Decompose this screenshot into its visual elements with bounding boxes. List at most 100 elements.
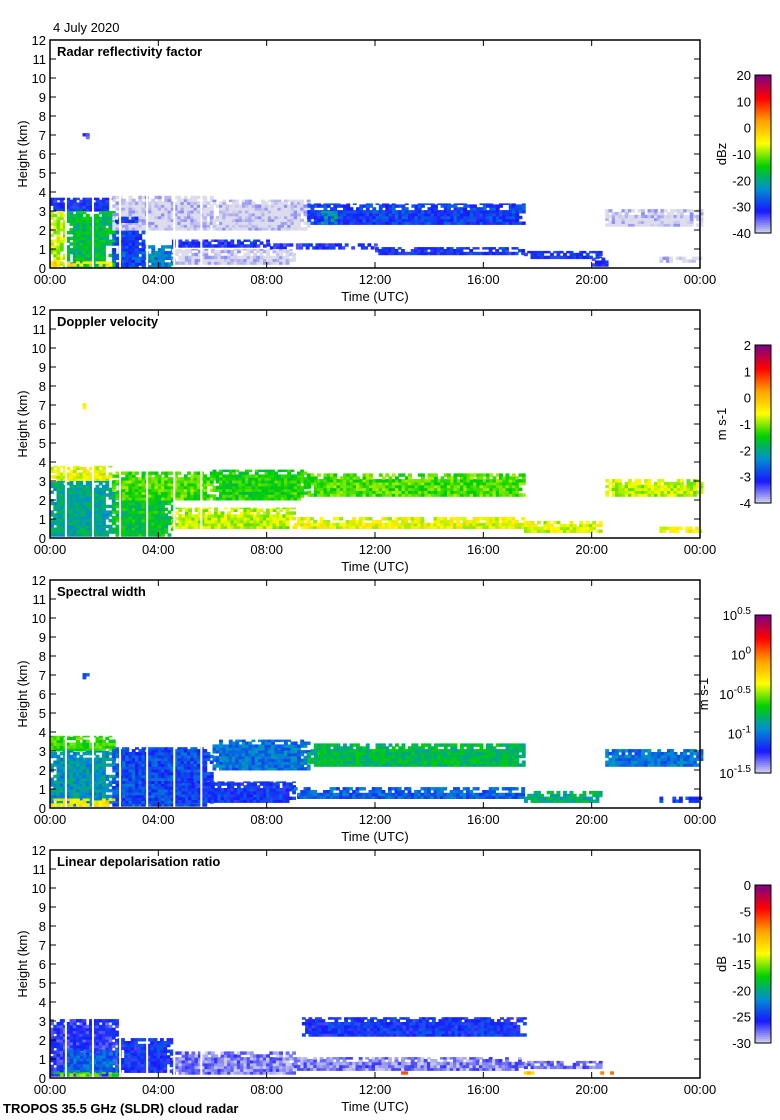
echo-cell (82, 533, 87, 537)
echo-cell (274, 215, 279, 220)
echo-region (50, 211, 67, 269)
echo-cell (251, 480, 256, 484)
echo-cell (430, 212, 435, 217)
echo-cell (222, 210, 227, 214)
echo-cell (222, 215, 227, 220)
echo-cell (258, 482, 262, 487)
echo-cell (53, 256, 58, 260)
echo-cell (299, 246, 304, 250)
echo-cell (279, 520, 283, 524)
echo-cell (489, 473, 494, 477)
echo-cell (232, 207, 236, 211)
echo-cell (105, 236, 110, 241)
echo-cell (82, 265, 87, 269)
echo-cell (407, 251, 412, 256)
echo-cell (148, 527, 152, 531)
echo-cell (59, 490, 64, 494)
echo-cell (210, 239, 215, 242)
echo-cell (174, 201, 178, 205)
echo-cell (261, 218, 266, 222)
echo-cell (243, 511, 248, 515)
echo-cell (82, 228, 87, 232)
echo-cell (608, 214, 613, 219)
echo-cell (271, 480, 275, 484)
echo-cell (492, 476, 497, 480)
echo-cell (650, 214, 655, 219)
echo-cell (56, 265, 61, 269)
echo-cell (188, 249, 192, 251)
echo-cell (346, 204, 351, 208)
echo-cell (394, 251, 399, 256)
echo-cell (317, 484, 321, 489)
echo-cell (585, 520, 590, 525)
echo-cell (262, 261, 267, 265)
echo-cell (167, 485, 172, 490)
echo-region (115, 216, 139, 223)
echo-cell (530, 529, 535, 533)
echo-cell (579, 252, 584, 257)
echo-cell (254, 494, 259, 498)
echo-cell (214, 514, 218, 518)
echo-cell (164, 527, 169, 531)
echo-cell (287, 207, 292, 211)
echo-cell (72, 507, 77, 511)
echo-cell (404, 517, 409, 521)
echo-cell (187, 207, 191, 211)
echo-cell (102, 465, 106, 468)
echo-cell (585, 529, 590, 533)
echo-cell (349, 484, 354, 489)
echo-cell (469, 212, 474, 217)
echo-cell (372, 487, 377, 491)
colorbar-segment (755, 118, 771, 122)
echo-cell (111, 496, 116, 500)
echo-cell (82, 504, 87, 509)
echo-cell (336, 210, 341, 214)
echo-cell (463, 479, 468, 483)
echo-cell (193, 480, 198, 484)
echo-cell (164, 250, 169, 255)
echo-cell (385, 215, 390, 220)
echo-cell (230, 508, 235, 512)
echo-cell (601, 263, 606, 267)
echo-cell (180, 488, 185, 492)
echo-cell (227, 517, 231, 521)
echo-cell (284, 210, 288, 214)
echo-cell (115, 256, 120, 260)
echo-cell (196, 218, 201, 222)
echo-cell (53, 197, 58, 201)
echo-cell (293, 497, 298, 501)
echo-cell (287, 199, 292, 203)
echo-cell (98, 519, 103, 523)
echo-cell (621, 487, 626, 491)
echo-cell (131, 221, 136, 225)
echo-cell (188, 244, 192, 248)
echo-cell (275, 520, 280, 524)
echo-cell (356, 484, 360, 489)
echo-cell (69, 478, 74, 482)
echo-cell (249, 520, 254, 524)
echo-cell (343, 221, 347, 225)
echo-cell (69, 510, 74, 514)
echo-cell (157, 533, 162, 537)
echo-cell (188, 525, 192, 529)
echo-cell (76, 197, 80, 201)
echo-cell (566, 526, 571, 530)
echo-cell (271, 488, 275, 492)
echo-cell (495, 210, 500, 214)
echo-cell (258, 224, 262, 228)
echo-cell (92, 472, 97, 476)
echo-cell (430, 484, 435, 489)
echo-cell (277, 204, 282, 208)
echo-cell (628, 223, 632, 227)
echo-cell (524, 520, 528, 525)
echo-cell (515, 479, 520, 483)
echo-cell (424, 487, 429, 491)
echo-cell (222, 201, 227, 205)
echo-cell (307, 204, 312, 208)
colorbar-tick-label: 0 (744, 121, 751, 136)
echo-cell (243, 258, 248, 262)
echo-cell (430, 251, 435, 256)
echo-cell (508, 218, 513, 222)
echo-cell (122, 504, 126, 509)
echo-cell (148, 494, 152, 498)
